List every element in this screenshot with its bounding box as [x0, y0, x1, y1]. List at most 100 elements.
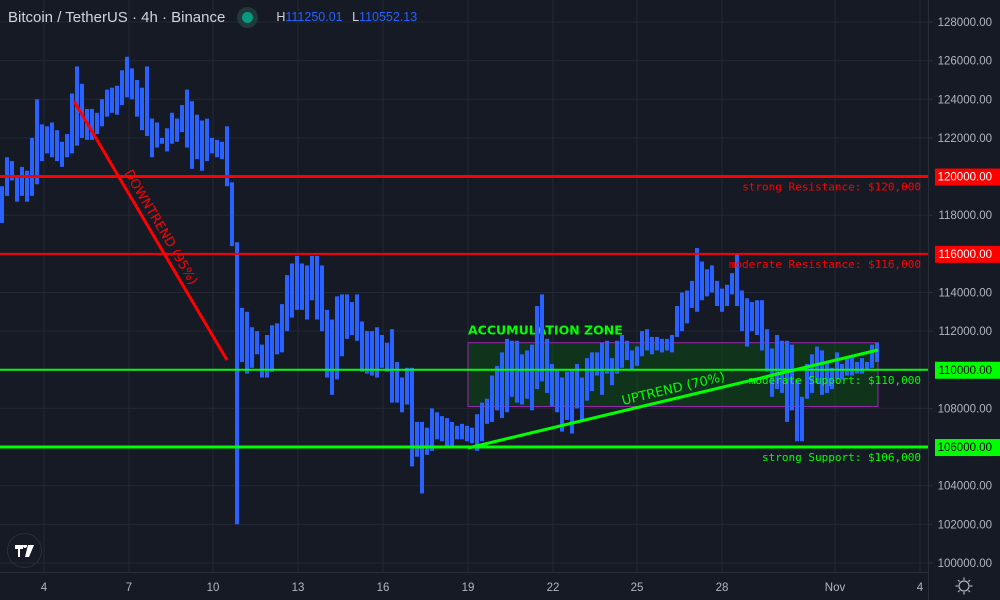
price-label-badge	[935, 168, 1000, 186]
price-bar	[690, 280, 694, 308]
price-bar	[330, 319, 334, 395]
price-tick-label: 100000.00	[938, 558, 992, 570]
price-bar	[525, 350, 529, 399]
price-bar	[775, 334, 779, 390]
price-bar	[835, 352, 839, 380]
price-bar	[715, 280, 719, 307]
price-bar	[100, 99, 104, 127]
price-bar	[265, 334, 269, 378]
level-label: moderate Support: $110,000	[749, 374, 921, 387]
price-bar	[290, 263, 294, 318]
price-bar	[230, 182, 234, 247]
price-bar	[255, 331, 259, 355]
price-bar	[575, 363, 579, 409]
price-bar	[50, 122, 54, 158]
time-tick-label: 13	[292, 582, 305, 594]
price-bar	[115, 85, 119, 115]
time-axis[interactable]: 4 7 10 13 16 19 22 25 28 Nov 4	[41, 582, 924, 594]
price-bar	[485, 398, 489, 424]
price-bar	[150, 118, 154, 158]
price-bar	[240, 307, 244, 363]
price-bar	[750, 302, 754, 332]
price-bar	[60, 141, 64, 167]
price-bar	[830, 367, 834, 390]
price-bar	[30, 137, 34, 196]
price-bar	[515, 340, 519, 403]
price-bar	[555, 369, 559, 413]
price-bar	[90, 108, 94, 140]
price-bar	[185, 89, 189, 148]
downtrend-line[interactable]	[72, 100, 229, 361]
price-bar	[175, 118, 179, 142]
accumulation-zone-label: ACCUMULATION ZONE	[468, 323, 623, 338]
grid	[0, 0, 929, 600]
price-bar	[760, 300, 764, 351]
price-bar	[705, 269, 709, 297]
price-bar	[870, 344, 874, 368]
price-bar	[205, 118, 209, 162]
price-bar	[20, 166, 24, 196]
price-bar	[335, 296, 339, 380]
price-bar	[275, 323, 279, 355]
price-bar	[360, 321, 364, 372]
price-bar	[455, 425, 459, 440]
price-bar	[350, 302, 354, 335]
price-bar	[410, 367, 414, 467]
price-bar	[785, 340, 789, 422]
price-bar	[465, 425, 469, 442]
price-label-badge	[935, 245, 1000, 263]
price-bar	[875, 342, 879, 363]
price-bar	[745, 298, 749, 347]
price-bar	[430, 408, 434, 451]
price-bar	[580, 377, 584, 420]
price-axis[interactable]: 128000.00 126000.00 124000.00 122000.00 1180…	[928, 0, 1000, 600]
price-bar	[270, 325, 274, 372]
time-tick-label: Nov	[825, 582, 846, 594]
price-bar	[570, 369, 574, 434]
price-bar	[630, 350, 634, 370]
tradingview-logo-icon[interactable]	[7, 533, 42, 568]
price-bar	[500, 352, 504, 419]
price-bar	[840, 363, 844, 380]
price-bar	[780, 340, 784, 393]
uptrend-line[interactable]	[467, 348, 879, 450]
symbol-title[interactable]: Bitcoin / TetherUS · 4h · Binance	[8, 8, 226, 26]
ohlc-values: H111250.01 L110552.13	[276, 10, 417, 24]
price-bar	[490, 375, 494, 422]
time-tick-label: 25	[631, 582, 644, 594]
price-bar	[820, 350, 824, 395]
price-bar	[380, 334, 384, 368]
price-bar	[105, 89, 109, 117]
price-bar	[670, 334, 674, 353]
price-bar	[550, 363, 554, 407]
price-bar	[470, 427, 474, 444]
price-bar	[10, 161, 14, 181]
price-tick-label: 114000.00	[938, 287, 992, 299]
price-bar	[415, 421, 419, 457]
price-bar	[635, 346, 639, 366]
price-label-badge	[935, 361, 1000, 379]
low-value: 110552.13	[359, 10, 418, 24]
price-label-badge-text: 106000.00	[938, 442, 992, 454]
price-bar	[845, 358, 849, 376]
price-bar	[860, 358, 864, 374]
price-bar	[65, 134, 69, 158]
price-bar	[505, 338, 509, 413]
price-bar	[280, 304, 284, 353]
price-tick-label: 124000.00	[938, 94, 992, 106]
settings-gear-icon[interactable]	[955, 577, 973, 599]
price-bar	[70, 93, 74, 154]
price-bar	[45, 126, 49, 154]
market-status-icon	[242, 11, 254, 23]
price-bar	[130, 68, 134, 100]
price-bar	[125, 56, 129, 98]
price-bar	[545, 338, 549, 393]
price-bar	[145, 66, 149, 136]
price-bar	[95, 112, 99, 135]
price-bar	[710, 265, 714, 293]
price-bar	[310, 255, 314, 301]
price-bar	[385, 342, 389, 372]
price-bar	[585, 358, 589, 401]
price-bar	[565, 371, 569, 420]
